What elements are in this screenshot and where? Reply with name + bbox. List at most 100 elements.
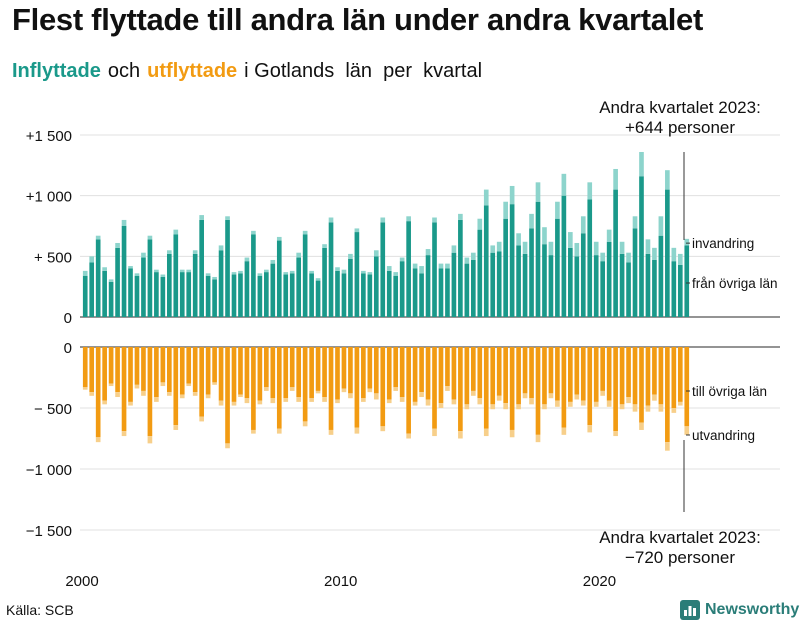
- bar-to-other-counties: [606, 347, 612, 401]
- bar-emigration: [386, 399, 392, 404]
- bar-immigration: [361, 270, 366, 274]
- bar-immigration: [548, 241, 554, 256]
- y-tick-label-bottom: 0: [64, 340, 72, 357]
- bar-immigration: [186, 269, 192, 273]
- bar-immigration: [341, 269, 347, 274]
- bar-from-other-counties: [341, 273, 347, 317]
- bar-emigration: [568, 401, 573, 407]
- bar-immigration: [619, 241, 625, 254]
- bar-immigration: [95, 235, 101, 240]
- bar-immigration: [490, 245, 496, 253]
- bar-immigration: [393, 272, 399, 276]
- bar-to-other-counties: [302, 347, 308, 422]
- bar-immigration: [218, 245, 224, 251]
- bar-emigration: [257, 400, 263, 405]
- bar-from-other-counties: [166, 253, 172, 317]
- bar-emigration: [166, 392, 172, 396]
- bar-to-other-counties: [264, 347, 269, 388]
- bar-from-other-counties: [542, 244, 547, 317]
- bar-to-other-counties: [600, 347, 606, 391]
- bar-to-other-counties: [619, 347, 625, 405]
- bar-immigration: [458, 213, 463, 220]
- bar-emigration: [128, 401, 133, 406]
- bar-to-other-counties: [458, 347, 463, 432]
- bar-from-other-counties: [613, 189, 618, 317]
- bar-from-other-counties: [361, 273, 366, 317]
- bar-emigration: [134, 384, 140, 389]
- bar-to-other-counties: [639, 347, 644, 423]
- bar-to-other-counties: [328, 347, 334, 430]
- bar-immigration: [89, 256, 95, 263]
- bar-emigration: [399, 397, 405, 402]
- bar-emigration: [264, 387, 269, 391]
- bar-immigration: [438, 263, 444, 269]
- x-tick-label: 2010: [324, 573, 357, 590]
- bar-from-other-counties: [147, 239, 153, 317]
- bar-to-other-counties: [419, 347, 424, 393]
- bar-to-other-counties: [393, 347, 399, 388]
- bar-immigration: [645, 239, 651, 254]
- bar-immigration: [244, 257, 250, 262]
- bar-to-other-counties: [522, 347, 528, 394]
- bar-to-other-counties: [361, 347, 366, 399]
- bar-from-other-counties: [186, 272, 192, 317]
- bar-to-other-counties: [425, 347, 431, 400]
- bar-from-other-counties: [393, 275, 399, 317]
- bar-emigration: [348, 393, 353, 399]
- bar-to-other-counties: [199, 347, 204, 417]
- bar-immigration: [419, 266, 424, 274]
- bar-immigration: [108, 279, 114, 282]
- bar-emigration: [561, 427, 567, 435]
- bar-from-other-counties: [141, 257, 146, 317]
- bar-emigration: [432, 428, 437, 437]
- bar-to-other-counties: [309, 347, 314, 399]
- bar-from-other-counties: [580, 233, 586, 317]
- bar-to-other-counties: [82, 347, 88, 388]
- bar-emigration: [238, 394, 243, 398]
- bar-emigration: [406, 433, 411, 439]
- bar-from-other-counties: [82, 275, 88, 317]
- bar-immigration: [179, 269, 185, 273]
- bar-emigration: [322, 397, 327, 402]
- bar-to-other-counties: [218, 347, 224, 401]
- source-note: Källa: SCB: [6, 602, 74, 618]
- bar-to-other-counties: [89, 347, 95, 393]
- bar-emigration: [147, 436, 153, 444]
- bar-to-other-counties: [568, 347, 573, 402]
- bar-to-other-counties: [548, 347, 554, 394]
- bar-emigration: [587, 425, 593, 433]
- bar-to-other-counties: [115, 347, 120, 393]
- label-from-other-counties: från övriga län: [692, 276, 778, 291]
- bar-from-other-counties: [283, 274, 289, 317]
- bar-from-other-counties: [587, 199, 593, 317]
- label-immigration: invandring: [692, 236, 754, 251]
- bar-immigration: [154, 269, 159, 273]
- bar-from-other-counties: [516, 245, 521, 317]
- bar-from-other-counties: [373, 256, 379, 317]
- bar-from-other-counties: [179, 272, 185, 317]
- bar-emigration: [244, 398, 250, 404]
- bar-immigration: [276, 236, 282, 241]
- bar-emigration: [121, 431, 127, 437]
- bar-from-other-counties: [244, 261, 250, 317]
- bar-emigration: [574, 394, 580, 400]
- bar-emigration: [354, 427, 360, 434]
- bar-to-other-counties: [322, 347, 327, 398]
- y-tick-label-bottom: −1 000: [26, 462, 72, 479]
- bar-immigration: [593, 241, 599, 256]
- subtitle-out-label: utflyttade: [147, 60, 238, 82]
- bar-to-other-counties: [238, 347, 243, 395]
- bar-from-other-counties: [95, 239, 101, 317]
- bar-immigration: [354, 228, 360, 233]
- bar-from-other-counties: [464, 263, 470, 317]
- bar-from-other-counties: [419, 273, 424, 317]
- bar-immigration: [613, 168, 618, 190]
- bar-emigration: [160, 382, 166, 387]
- bar-to-other-counties: [464, 347, 470, 405]
- bar-from-other-counties: [639, 176, 644, 317]
- bar-emigration: [309, 398, 314, 402]
- annotation-top: Andra kvartalet 2023: +644 personer: [560, 98, 800, 138]
- bar-emigration: [192, 392, 198, 396]
- bar-to-other-counties: [102, 347, 107, 401]
- bar-to-other-counties: [509, 347, 515, 430]
